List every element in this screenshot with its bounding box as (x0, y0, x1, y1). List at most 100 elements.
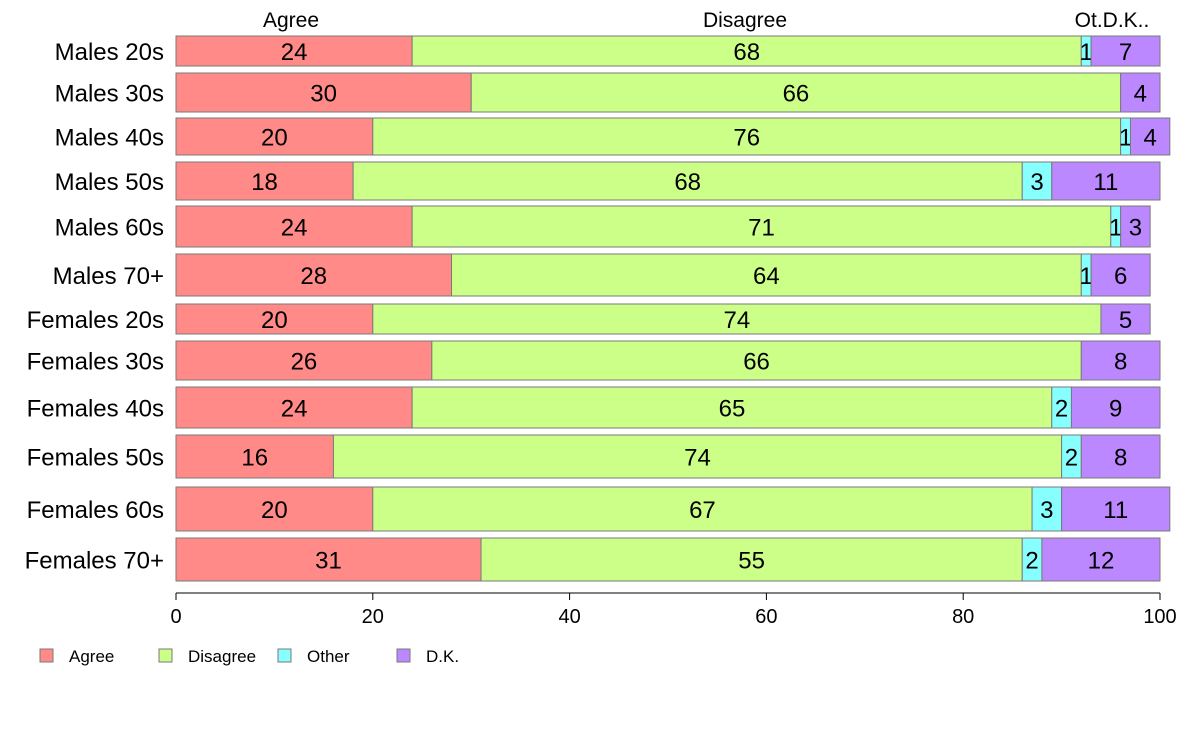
data-label: 1 (1119, 125, 1132, 152)
bar-segment-agree-females-30s (175, 340, 433, 381)
data-label: 3 (1030, 169, 1043, 196)
bar-segment-disagree-males-70 (451, 253, 1082, 297)
data-label: 3 (1040, 497, 1053, 524)
data-label: 4 (1134, 81, 1147, 108)
data-label: 2 (1065, 445, 1078, 472)
category-label: Males 40s (55, 125, 164, 152)
x-tick-label: 20 (362, 606, 384, 628)
bar-segment-dk-females-70 (1041, 537, 1161, 582)
bar-segment-dk-females-60s (1061, 486, 1171, 532)
bar-segment-agree-males-70 (175, 253, 453, 297)
data-label: 30 (310, 81, 337, 108)
x-tick-label: 0 (170, 606, 181, 628)
data-label: 71 (748, 215, 775, 242)
bar-segment-dk-females-50s (1080, 434, 1161, 479)
data-label: 20 (261, 307, 288, 334)
legend-label-agree: Agree (69, 647, 114, 666)
bar-segment-disagree-males-30s (470, 72, 1122, 113)
bar-segment-dk-males-20s (1090, 35, 1161, 67)
bar-segment-disagree-females-70 (480, 537, 1023, 582)
data-label: 68 (674, 169, 701, 196)
bar-segment-dk-males-60s (1120, 205, 1151, 248)
legend-swatch-agree (39, 648, 54, 663)
x-axis: 0 20 40 60 80 100 (170, 592, 1177, 628)
bar-segment-dk-males-70 (1090, 253, 1151, 297)
data-label: 2 (1025, 548, 1038, 575)
legend-swatch-dk (396, 648, 411, 663)
data-label: 66 (743, 349, 770, 376)
data-label: 8 (1114, 349, 1127, 376)
legend-label-other: Other (307, 647, 350, 666)
data-label: 11 (1093, 169, 1118, 196)
data-label: 64 (753, 263, 780, 290)
bar-segment-disagree-females-40s (411, 386, 1053, 429)
data-label: 24 (281, 215, 308, 242)
bar-segment-other-males-50s (1021, 161, 1053, 201)
bar-segment-dk-females-20s (1100, 303, 1151, 335)
legend-swatch-other (277, 648, 292, 663)
data-label: 2 (1055, 396, 1068, 423)
category-label: Females 40s (27, 396, 164, 423)
category-label: Males 60s (55, 215, 164, 242)
bar-segment-agree-males-50s (175, 161, 354, 201)
legend-label-dk: D.K. (426, 647, 459, 666)
data-label: 74 (724, 307, 751, 334)
data-label: 16 (241, 445, 268, 472)
category-label: Females 70+ (25, 548, 164, 575)
data-label: 4 (1143, 125, 1156, 152)
x-tick-label: 40 (558, 606, 580, 628)
data-label: 8 (1114, 445, 1127, 472)
x-tick-label: 100 (1143, 606, 1176, 628)
category-label: Males 70+ (53, 263, 164, 290)
bar-segment-agree-males-60s (175, 205, 413, 248)
data-label: 5 (1119, 307, 1132, 334)
category-label: Females 50s (27, 445, 164, 472)
data-label: 6 (1114, 263, 1127, 290)
bar-segment-disagree-males-50s (352, 161, 1023, 201)
top-label-agree: Agree (263, 9, 319, 32)
bar-segment-dk-females-30s (1080, 340, 1161, 381)
bar-segment-dk-males-30s (1120, 72, 1161, 113)
top-column-labels: Agree Disagree Ot.D.K.. (263, 9, 1149, 32)
category-label: Males 50s (55, 169, 164, 196)
bar-segment-agree-females-50s (175, 434, 334, 479)
top-label-other-dk: Ot.D.K.. (1075, 9, 1150, 32)
data-label: 55 (738, 548, 765, 575)
bar-segment-agree-females-20s (175, 303, 374, 335)
bar-segment-other-females-60s (1031, 486, 1063, 532)
bar-segment-disagree-females-20s (372, 303, 1102, 335)
legend: Agree Disagree Other D.K. (39, 647, 459, 666)
category-labels: Males 20s Males 30s Males 40s Males 50s Male… (25, 39, 164, 575)
bar-segment-dk-males-40s (1129, 117, 1171, 156)
category-label: Females 20s (27, 307, 164, 334)
x-tick-label: 80 (952, 606, 974, 628)
data-label: 1 (1080, 263, 1093, 290)
data-label: 24 (281, 39, 308, 66)
bar-segment-dk-males-50s (1051, 161, 1161, 201)
data-label: 20 (261, 497, 288, 524)
data-label: 9 (1109, 396, 1122, 423)
data-label: 31 (315, 548, 342, 575)
data-label: 1 (1080, 39, 1093, 66)
bar-segment-disagree-males-60s (411, 205, 1112, 248)
bar-segment-agree-males-30s (175, 72, 472, 113)
bar-segment-disagree-males-40s (372, 117, 1122, 156)
bar-segment-agree-males-40s (175, 117, 374, 156)
category-label: Males 30s (55, 81, 164, 108)
data-label: 67 (689, 497, 716, 524)
data-label: 26 (291, 349, 318, 376)
bar-segment-agree-females-40s (175, 386, 413, 429)
data-label: 7 (1119, 39, 1132, 66)
category-label: Females 60s (27, 497, 164, 524)
bar-segment-disagree-females-30s (431, 340, 1082, 381)
data-label: 1 (1109, 215, 1122, 242)
data-label: 18 (251, 169, 278, 196)
bar-segment-disagree-males-20s (411, 35, 1082, 67)
category-label: Females 30s (27, 349, 164, 376)
data-label: 24 (281, 396, 308, 423)
bar-segment-disagree-females-50s (332, 434, 1063, 479)
bar-segment-dk-females-40s (1070, 386, 1161, 429)
x-tick-label: 60 (755, 606, 777, 628)
bar-segment-agree-females-70 (175, 537, 482, 582)
